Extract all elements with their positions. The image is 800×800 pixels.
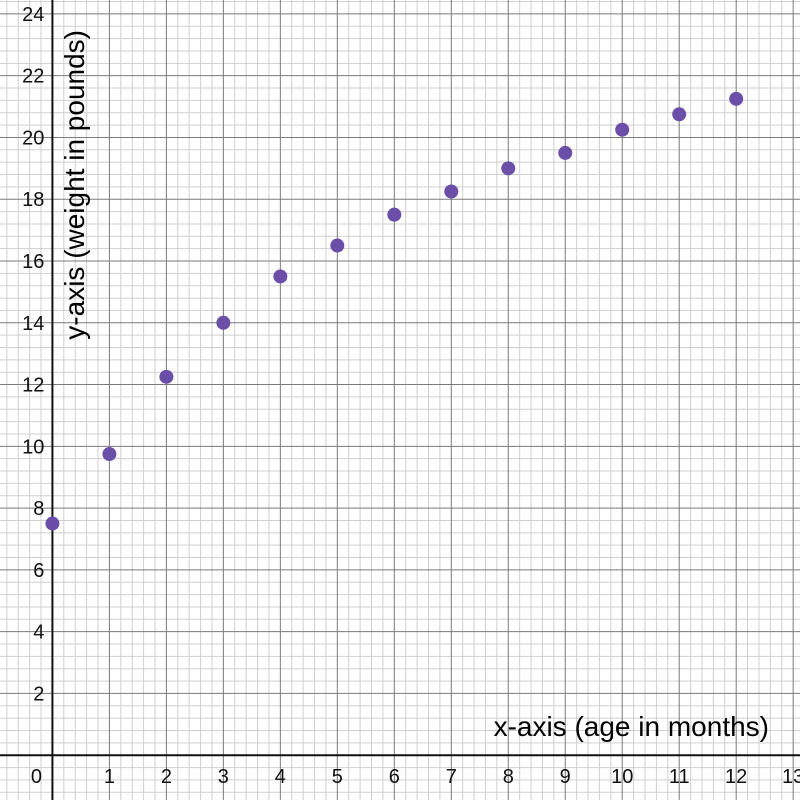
y-tick-label: 12	[22, 375, 44, 397]
data-point	[501, 161, 516, 176]
x-tick-label: 13	[782, 766, 800, 788]
data-point	[444, 184, 459, 199]
data-point	[330, 238, 345, 253]
y-tick-label: 16	[22, 251, 44, 273]
data-point	[387, 207, 402, 222]
y-tick-label: 2	[33, 683, 44, 705]
x-tick-label: 5	[332, 766, 343, 788]
y-tick-label: 24	[22, 4, 44, 26]
data-point	[615, 122, 630, 137]
data-point	[558, 145, 573, 160]
x-tick-label: 7	[446, 766, 457, 788]
y-tick-label: 14	[22, 313, 44, 335]
x-tick-label: 11	[669, 766, 690, 788]
data-point	[45, 516, 60, 531]
data-point	[102, 447, 117, 462]
x-axis-title: x-axis (age in months)	[494, 711, 769, 742]
data-point	[159, 369, 174, 384]
x-tick-label: 0	[31, 766, 42, 788]
x-tick-label: 4	[275, 766, 286, 788]
x-tick-label: 3	[218, 766, 229, 788]
data-points	[45, 91, 744, 531]
y-tick-label: 8	[33, 498, 44, 520]
y-tick-label: 18	[22, 189, 44, 211]
x-tick-label: 2	[161, 766, 172, 788]
data-point	[672, 107, 687, 122]
y-axis-title: y-axis (weight in pounds)	[59, 30, 90, 340]
y-tick-label: 10	[22, 436, 44, 458]
y-tick-label: 4	[33, 622, 44, 644]
x-tick-label: 10	[611, 766, 633, 788]
data-point	[216, 315, 231, 330]
x-tick-label: 8	[503, 766, 514, 788]
y-tick-label: 6	[33, 560, 44, 582]
x-tick-labels: 0 1 2 3 4 5 6 7 8 9 10 11 12 13	[31, 766, 800, 788]
x-tick-label: 1	[104, 766, 115, 788]
x-tick-label: 9	[560, 766, 571, 788]
data-point	[729, 91, 744, 106]
y-tick-label: 20	[22, 127, 44, 149]
y-tick-label: 22	[22, 66, 44, 88]
x-tick-label: 12	[725, 766, 747, 788]
data-point	[273, 269, 288, 284]
x-tick-label: 6	[389, 766, 400, 788]
